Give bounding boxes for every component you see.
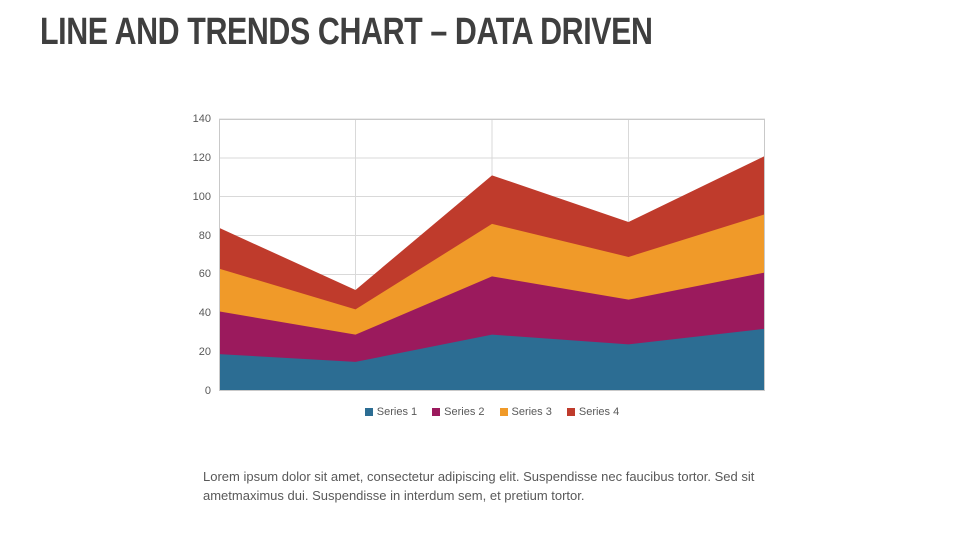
y-axis-tick-label: 60 <box>198 268 211 281</box>
page-title: LINE AND TRENDS CHART – DATA DRIVEN <box>40 11 653 53</box>
y-axis-tick-label: 120 <box>192 151 211 164</box>
legend-item-series-3: Series 3 <box>499 406 552 418</box>
legend-label: Series 2 <box>444 406 485 418</box>
legend-label: Series 1 <box>376 406 418 418</box>
y-axis-tick-label: 0 <box>204 385 211 397</box>
y-axis-tick-label: 20 <box>198 346 211 359</box>
area-band-series-1 <box>219 328 765 391</box>
legend-swatch-icon <box>364 408 373 416</box>
body-text: Lorem ipsum dolor sit amet, consectetur … <box>203 468 783 505</box>
legend-item-series-1: Series 1 <box>364 406 418 418</box>
body-text-line-2: ametmaximus dui. Suspendisse in interdum… <box>203 487 585 503</box>
legend-swatch-icon <box>499 408 508 416</box>
legend-label: Series 4 <box>578 406 620 418</box>
legend-item-series-4: Series 4 <box>566 406 620 418</box>
legend-item-series-2: Series 2 <box>432 406 485 418</box>
y-axis-tick-label: 140 <box>192 113 211 125</box>
chart-legend: Series 1 Series 2 Series 3 Series 4 <box>219 406 765 418</box>
y-axis-tick-labels: 0 20 40 60 80 100 120 140 <box>159 113 211 397</box>
y-axis-tick-label: 80 <box>198 229 211 242</box>
plot-area <box>219 118 765 391</box>
plot-border <box>219 119 765 391</box>
y-axis-tick-label: 40 <box>198 307 211 320</box>
legend-swatch-icon <box>566 408 575 416</box>
body-text-line-1: Lorem ipsum dolor sit amet, consectetur … <box>203 469 755 484</box>
y-axis-tick-label: 100 <box>192 190 211 203</box>
legend-swatch-icon <box>432 408 441 416</box>
legend-label: Series 3 <box>511 406 552 418</box>
stacked-area-chart: 0 20 40 60 80 100 120 140 Series 1 Series 2 Serie… <box>193 113 765 418</box>
